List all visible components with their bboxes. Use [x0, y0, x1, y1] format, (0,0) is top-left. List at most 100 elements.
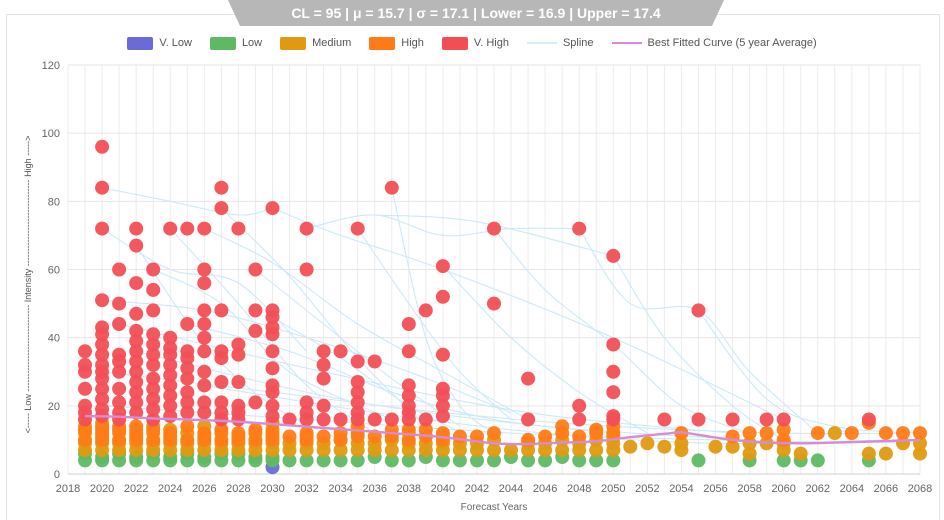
- point-high-1: [78, 422, 92, 437]
- point-low-34: [452, 453, 467, 468]
- spline-line-5: [204, 228, 529, 420]
- point-v-high-78: [197, 276, 212, 291]
- spline-line-6: [391, 187, 495, 434]
- point-v-high-81: [197, 330, 212, 345]
- point-high-15: [180, 419, 195, 434]
- point-v-high-118: [282, 412, 297, 427]
- point-v-high-111: [265, 327, 280, 342]
- legend-item-low[interactable]: Low: [209, 36, 263, 50]
- spline-line-13: [255, 269, 461, 427]
- point-low-43: [606, 453, 621, 468]
- point-high-13: [163, 426, 178, 441]
- point-low-41: [572, 453, 587, 468]
- legend-label-best-fit: Best Fitted Curve (5 year Average): [647, 37, 817, 49]
- x-tick-label-2054: 2054: [669, 483, 693, 495]
- point-v-high-115: [265, 385, 280, 400]
- spline-line-23: [118, 323, 733, 434]
- y-tick-label-60: 60: [48, 265, 60, 277]
- point-medium-93: [674, 436, 689, 451]
- y-tick-label-120: 120: [42, 60, 60, 72]
- point-v-high-10: [95, 293, 110, 308]
- point-v-high-77: [197, 262, 212, 277]
- point-v-high-134: [350, 385, 365, 400]
- legend-item-spline[interactable]: Spline: [526, 37, 594, 49]
- point-medium-95: [725, 439, 740, 454]
- point-v-high-60: [163, 347, 178, 362]
- legend-item-high[interactable]: High: [369, 36, 424, 50]
- point-v-high-67: [180, 221, 195, 236]
- point-v-high-6: [78, 412, 92, 427]
- legend-item-best-fit[interactable]: Best Fitted Curve (5 year Average): [611, 37, 817, 49]
- point-v-high-40: [129, 364, 144, 379]
- legend-item-medium[interactable]: Medium: [280, 36, 352, 50]
- point-v-high-9: [95, 221, 110, 236]
- point-high-25: [265, 426, 280, 441]
- point-v-high-130: [333, 412, 348, 427]
- legend-swatch-low: [209, 36, 236, 50]
- spline-line-2: [306, 214, 580, 237]
- stats-banner: CL = 95 | μ = 15.7 | σ = 17.1 | Lower = …: [228, 0, 724, 26]
- legend-label-medium: Medium: [312, 37, 352, 49]
- point-v-high-155: [435, 388, 450, 403]
- point-v-high-82: [197, 344, 212, 359]
- point-v-high-149: [418, 303, 433, 318]
- spline-line-3: [374, 214, 614, 257]
- point-high-59: [759, 426, 774, 441]
- point-high-19: [214, 422, 229, 437]
- x-tick-label-2030: 2030: [260, 483, 284, 495]
- point-v-high-159: [487, 296, 501, 311]
- point-v-high-165: [606, 248, 621, 263]
- spline-line-21: [169, 228, 376, 434]
- point-medium-80: [555, 443, 570, 458]
- x-tick-label-2060: 2060: [771, 483, 795, 495]
- point-v-high-116: [265, 398, 280, 413]
- point-high-11: [146, 422, 161, 437]
- point-medium-102: [827, 426, 842, 441]
- point-v-high-167: [606, 364, 621, 379]
- point-high-22: [248, 432, 263, 447]
- point-v-high-102: [231, 412, 246, 427]
- point-medium-73: [487, 443, 501, 458]
- point-v-high-79: [197, 303, 212, 318]
- point-high-41: [418, 422, 433, 437]
- point-v-high-55: [146, 402, 161, 417]
- legend-label-low: Low: [241, 37, 263, 49]
- spline-line-19: [357, 228, 512, 420]
- point-v-high-117: [265, 409, 280, 424]
- point-v-high-119: [299, 221, 314, 236]
- x-tick-label-2036: 2036: [362, 483, 386, 495]
- point-v-high-127: [316, 398, 331, 413]
- point-v-high-93: [214, 395, 229, 410]
- point-v-high-172: [691, 303, 706, 318]
- point-high-46: [487, 426, 501, 441]
- point-v-high-65: [163, 398, 178, 413]
- point-v-high-24: [112, 317, 127, 331]
- point-medium-104: [878, 446, 893, 461]
- point-v-high-144: [401, 378, 416, 393]
- legend-item-v-low[interactable]: V. Low: [127, 36, 192, 50]
- point-medium-103: [861, 446, 876, 461]
- point-v-high-175: [759, 412, 774, 427]
- point-medium-75: [504, 443, 518, 458]
- point-medium-90: [640, 436, 655, 451]
- spline-line-1: [272, 207, 784, 420]
- y-axis-title: <----- Low -----------------------------…: [23, 136, 33, 434]
- legend-swatch-v-high: [441, 36, 468, 50]
- point-v-high-150: [418, 412, 433, 427]
- point-v-high-72: [180, 371, 195, 386]
- point-v-high-138: [367, 354, 382, 369]
- point-v-high-135: [350, 395, 365, 410]
- point-v-high-128: [316, 412, 331, 427]
- legend-item-v-high[interactable]: V. High: [441, 36, 509, 50]
- point-v-high-76: [197, 221, 212, 236]
- point-v-high-61: [163, 357, 178, 372]
- legend-label-spline: Spline: [562, 37, 594, 49]
- point-medium-94: [708, 439, 723, 454]
- point-v-high-91: [214, 351, 229, 366]
- point-v-high-62: [163, 368, 178, 383]
- point-high-5: [112, 432, 127, 447]
- y-tick-label-40: 40: [48, 333, 60, 345]
- legend-label-high: High: [401, 37, 424, 49]
- point-v-high-83: [197, 364, 212, 379]
- point-v-high-74: [180, 395, 195, 410]
